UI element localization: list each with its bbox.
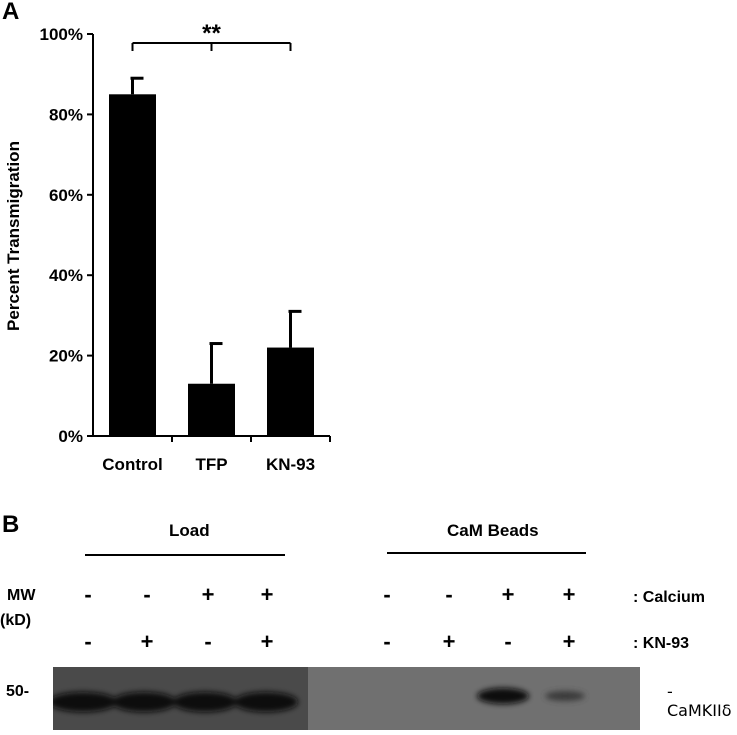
marker-50-label: 50- xyxy=(6,683,30,700)
calcium-sign: + xyxy=(260,582,274,607)
kn93-sign: + xyxy=(562,629,576,654)
kn93-sign: + xyxy=(140,629,154,654)
load-underline xyxy=(85,554,285,556)
y-axis-label: Percent Transmigration xyxy=(4,141,23,331)
calcium-sign: - xyxy=(383,582,391,607)
significance-bracket: ** xyxy=(131,20,292,51)
calcium-sign: + xyxy=(562,582,576,607)
calcium-row-label: : Calcium xyxy=(633,589,706,606)
kn93-row-label: : KN-93 xyxy=(633,635,690,652)
kn93-sign: - xyxy=(84,629,92,654)
y-tick-label: 20% xyxy=(49,347,83,366)
panel-a-label: A xyxy=(2,0,20,25)
y-tick-label: 60% xyxy=(49,186,83,205)
y-tick-label: 0% xyxy=(58,427,83,446)
bar-kn-93 xyxy=(267,347,314,436)
y-tick-label: 40% xyxy=(49,266,83,285)
bars xyxy=(109,76,314,437)
x-tick-label: KN-93 xyxy=(266,455,315,474)
kn93-sign: + xyxy=(260,629,274,654)
y-tick-label: 100% xyxy=(40,25,83,44)
x-axis: Control TFP KN-93 xyxy=(93,435,331,474)
x-tick-label: Control xyxy=(102,455,162,474)
y-axis: 0% 20% 40% 60% 80% 100% xyxy=(40,25,94,446)
kd-label: (kD) xyxy=(0,612,32,629)
panel-b-label: B xyxy=(2,511,20,538)
bar-control xyxy=(109,94,156,437)
kn93-sign: - xyxy=(383,629,391,654)
load-label: Load xyxy=(169,521,210,540)
bar-chart: 0% 20% 40% 60% 80% 100% Control TFP KN-93 ** Pe… xyxy=(4,20,331,474)
western-blot-image xyxy=(49,667,640,730)
cam-beads-label: CaM Beads xyxy=(447,521,539,540)
calcium-sign: - xyxy=(445,582,453,607)
kn93-sign: - xyxy=(204,629,212,654)
y-tick-label: 80% xyxy=(49,105,83,124)
camkii-band-label: -CaMKIIδ xyxy=(667,682,732,720)
calcium-sign: - xyxy=(84,582,92,607)
calcium-sign: + xyxy=(201,582,215,607)
significance-label: ** xyxy=(202,20,221,47)
cam-beads-underline xyxy=(387,552,586,554)
mw-label: MW xyxy=(7,587,36,604)
bar-tfp xyxy=(188,383,235,436)
calcium-sign: - xyxy=(143,582,151,607)
kn93-sign: + xyxy=(442,629,456,654)
calcium-sign: + xyxy=(501,582,515,607)
kn93-sign: - xyxy=(504,629,512,654)
x-tick-label: TFP xyxy=(195,455,227,474)
